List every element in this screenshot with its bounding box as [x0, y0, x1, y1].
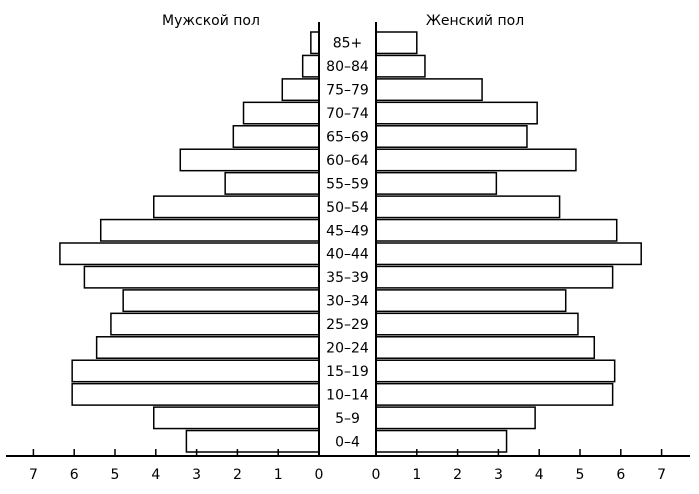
right-tick-label: 2 [453, 467, 462, 483]
female-bar-30–34 [375, 289, 567, 313]
female-bar-5–9 [375, 406, 536, 430]
age-label: 65–69 [326, 130, 369, 146]
female-bar-20–24 [375, 336, 596, 359]
female-bar-40–44 [375, 242, 642, 266]
left-tick-label: 4 [151, 467, 160, 483]
male-bar-30–34 [122, 289, 320, 313]
female-bar-60–64 [375, 148, 577, 172]
left-tick-label: 0 [315, 467, 324, 483]
female-bar-65–69 [375, 125, 528, 148]
left-tick-label: 7 [29, 467, 38, 483]
left-tick-label: 3 [192, 467, 201, 483]
male-bar-50–54 [153, 195, 320, 219]
age-label: 35–39 [326, 270, 369, 286]
age-label: 70–74 [326, 106, 369, 122]
right-tick-label: 0 [372, 467, 381, 483]
age-label: 0–4 [335, 434, 360, 450]
age-label: 50–54 [326, 200, 369, 216]
male-bar-35–39 [83, 265, 320, 289]
age-label: 80–84 [326, 59, 369, 75]
right-tick-label: 3 [494, 467, 503, 483]
male-title: Мужской пол [162, 13, 260, 29]
right-tick-label: 7 [657, 467, 666, 483]
age-label: 75–79 [326, 83, 369, 99]
right-tick-label: 5 [576, 467, 585, 483]
male-bar-45–49 [99, 218, 320, 242]
age-group-labels: 0–4 5–9 10–14 15–19 20–24 25–29 30–34 35–39 40–4… [326, 36, 369, 451]
male-bar-5–9 [153, 406, 320, 430]
age-label: 60–64 [326, 153, 369, 169]
male-bars [59, 31, 320, 453]
female-title: Женский пол [426, 13, 524, 29]
age-label: 45–49 [326, 223, 369, 239]
male-bar-40–44 [59, 242, 320, 266]
female-bar-75–79 [375, 78, 483, 102]
female-bar-55–59 [375, 171, 498, 195]
female-bar-70–74 [375, 101, 538, 125]
female-bar-80–84 [375, 54, 426, 78]
female-bar-15–19 [375, 359, 616, 383]
male-bar-15–19 [71, 359, 320, 383]
age-label: 15–19 [326, 364, 369, 380]
age-label: 85+ [333, 36, 363, 52]
male-bar-75–79 [281, 78, 320, 102]
male-bar-60–64 [179, 148, 320, 172]
female-bar-85+ [375, 31, 418, 55]
left-tick-label: 6 [70, 467, 79, 483]
right-tick-label: 1 [412, 467, 421, 483]
male-bar-0–4 [185, 429, 320, 453]
male-bar-65–69 [232, 125, 320, 148]
male-bar-20–24 [95, 336, 320, 359]
x-axis-ticks: 7 6 5 4 3 2 1 0 0 1 2 3 4 5 6 7 [29, 449, 666, 483]
female-bar-25–29 [375, 312, 579, 336]
female-bar-45–49 [375, 218, 618, 242]
male-bar-80–84 [301, 54, 320, 78]
age-label: 5–9 [335, 411, 360, 427]
male-bar-10–14 [71, 382, 320, 406]
age-label: 55–59 [326, 176, 369, 192]
age-label: 30–34 [326, 294, 369, 310]
age-label: 20–24 [326, 341, 369, 357]
female-bar-0–4 [375, 429, 508, 453]
right-tick-label: 4 [535, 467, 544, 483]
age-label: 40–44 [326, 247, 369, 263]
male-bar-55–59 [224, 171, 320, 195]
male-bar-85+ [310, 31, 320, 55]
female-bar-50–54 [375, 195, 561, 219]
left-tick-label: 5 [111, 467, 120, 483]
male-bar-70–74 [242, 101, 320, 125]
male-bar-25–29 [110, 312, 320, 336]
female-bar-10–14 [375, 382, 614, 406]
female-bars [375, 31, 642, 453]
left-tick-label: 2 [233, 467, 242, 483]
female-bar-35–39 [375, 265, 614, 289]
age-label: 25–29 [326, 317, 369, 333]
left-tick-label: 1 [274, 467, 283, 483]
age-label: 10–14 [326, 387, 369, 403]
right-tick-label: 6 [616, 467, 625, 483]
